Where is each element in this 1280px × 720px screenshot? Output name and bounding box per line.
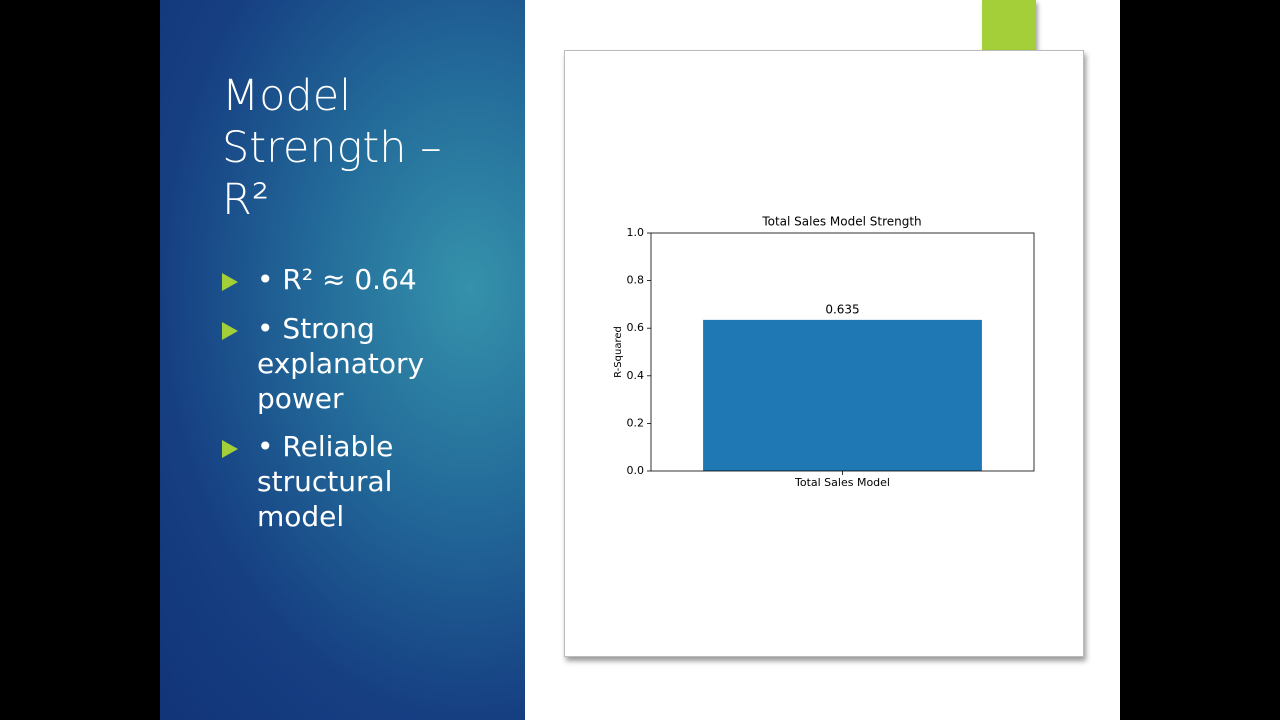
y-tick-label: 0.0 — [627, 464, 645, 477]
bar — [703, 319, 982, 471]
y-tick-label: 0.6 — [627, 321, 645, 334]
y-tick-label: 1.0 — [627, 226, 645, 239]
data-label: 0.635 — [825, 302, 859, 316]
axes-frame — [650, 232, 1035, 472]
bullet-text: • R² ≈ 0.64 — [257, 263, 417, 296]
slide-title: Model Strength – R² — [222, 71, 442, 225]
y-tick-label: 0.8 — [627, 274, 645, 287]
y-tick-label: 0.4 — [627, 369, 645, 382]
chart: Total Sales Model Strength R-Squared 0.0… — [613, 215, 1035, 489]
bullet-text: • Reliable structural model — [257, 430, 394, 533]
x-tick-label: Total Sales Model — [794, 476, 890, 489]
chart-title: Total Sales Model Strength — [761, 215, 921, 229]
slide-panel — [160, 0, 525, 720]
bullet-text: • Strong explanatory power — [257, 312, 425, 415]
y-tick-label: 0.2 — [627, 416, 645, 429]
chart-frame: Total Sales Model Strength R-Squared 0.0… — [564, 50, 1084, 657]
y-axis-label: R-Squared — [613, 326, 624, 378]
